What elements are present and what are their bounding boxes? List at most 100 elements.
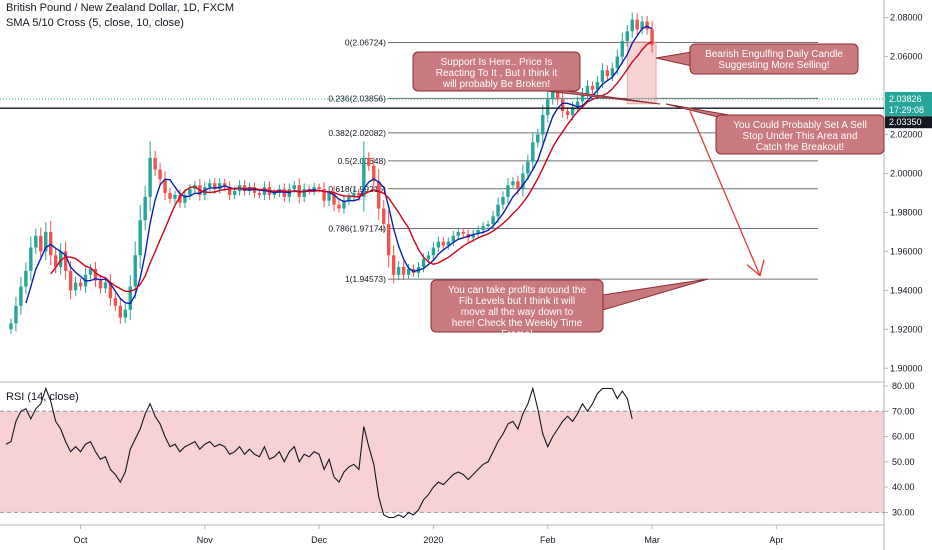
callout-text: Fib Levels but I think it will	[459, 296, 575, 307]
candle-body	[103, 282, 108, 289]
bearish-candle-highlight	[626, 41, 657, 105]
candle-body	[247, 187, 252, 191]
candle-body	[391, 255, 396, 275]
candle-body	[39, 235, 43, 252]
candle-body	[560, 99, 565, 112]
projection-arrow	[689, 110, 765, 277]
candle-body	[14, 305, 18, 324]
rsi-tick-label: 50.00	[892, 457, 915, 467]
symbol-title[interactable]: British Pound / New Zealand Dollar, 1D, …	[6, 2, 235, 14]
arrow-shaft	[689, 110, 761, 276]
fib-label: 0.618(1.99215)	[328, 184, 386, 194]
candle-body	[352, 192, 356, 197]
fib-levels: 0(2.06724) 0.236(2.03856) 0.382(2.02082) 0.…	[328, 37, 818, 284]
candle-body	[362, 157, 366, 197]
indicator-label[interactable]: SMA 5/10 Cross (5, close, 10, close)	[6, 17, 184, 29]
candles	[9, 12, 654, 334]
callout-text: You Could Probably Set A Sell	[733, 120, 867, 131]
candle-body	[406, 268, 411, 275]
candle-body	[158, 169, 162, 180]
rsi-label[interactable]: RSI (14, close)	[6, 391, 79, 403]
candle-body	[133, 255, 137, 287]
level-price-value: 2.03350	[889, 117, 922, 127]
callout-text: Catch the Breakout!	[756, 142, 844, 153]
price-tick-label: 1.90000	[890, 363, 923, 373]
candle-body	[501, 196, 505, 205]
candle-body	[615, 56, 620, 69]
candle-body	[421, 259, 426, 267]
candle-body	[541, 115, 545, 135]
candle-body	[113, 298, 118, 306]
candle-body	[367, 157, 371, 166]
candle-body	[183, 194, 187, 203]
price-tick-label: 1.96000	[890, 246, 923, 256]
callout-text: Bearish Engulfing Daily Candle	[705, 49, 843, 60]
candle-body	[93, 268, 98, 281]
time-tick-label: Mar	[644, 535, 660, 545]
candle-body	[516, 181, 520, 190]
candle-body	[461, 231, 465, 234]
candle-body	[173, 194, 177, 199]
candle-body	[218, 183, 222, 190]
candle-body	[143, 196, 147, 221]
candle-body	[153, 157, 157, 170]
price-tick-label: 2.08000	[890, 13, 923, 23]
candle-body	[546, 99, 550, 116]
current-price-badge	[885, 91, 932, 116]
candle-body	[272, 192, 277, 195]
candle-body	[327, 192, 331, 201]
callout-text: move all the way down to	[461, 307, 574, 318]
bar-countdown: 17:29:08	[889, 105, 924, 115]
candle-body	[208, 183, 212, 188]
callout-text: Reacting To It , But I think it	[436, 68, 558, 79]
callout-box	[412, 51, 581, 92]
time-tick-label: Nov	[197, 535, 214, 545]
rsi-tick-label: 40.00	[892, 482, 915, 492]
callout-text: Suggesting More Selling!	[718, 60, 829, 71]
time-axis: Oct Nov Dec 2020 Feb Mar Apr	[74, 525, 783, 545]
time-tick-label: Oct	[74, 535, 89, 545]
candle-body	[585, 85, 590, 94]
candle-body	[620, 41, 624, 57]
candle-body	[322, 189, 326, 201]
time-tick-label: Dec	[311, 535, 328, 545]
candle-body	[342, 200, 346, 209]
fib-label: 0(2.06724)	[345, 37, 386, 47]
candle-body	[426, 255, 431, 260]
candle-body	[19, 286, 23, 306]
price-tick-label: 1.92000	[890, 324, 923, 334]
candle-body	[521, 173, 525, 190]
candle-body	[163, 179, 167, 193]
candle-body	[471, 233, 475, 238]
candle-body	[312, 187, 316, 191]
candle-body	[531, 142, 535, 162]
time-tick-label: Feb	[540, 535, 556, 545]
current-price-value: 2.03826	[889, 94, 922, 104]
candle-body	[98, 280, 103, 289]
candle-body	[227, 187, 232, 195]
rsi-tick-label: 80.00	[892, 381, 915, 391]
candle-body	[526, 161, 530, 174]
candle-body	[88, 268, 93, 275]
callout-text: here! Check the Weekly Time	[452, 318, 583, 329]
candle-body	[595, 81, 600, 90]
grid	[0, 0, 885, 550]
candle-body	[108, 282, 113, 299]
candle-body	[78, 282, 83, 287]
candle-body	[123, 309, 127, 318]
candle-body	[580, 93, 585, 102]
candle-body	[382, 208, 386, 225]
rsi-tick-label: 60.00	[892, 432, 915, 442]
candle-body	[332, 192, 336, 205]
candle-body	[337, 204, 341, 209]
candle-body	[257, 192, 262, 195]
rsi-line	[5, 386, 633, 519]
candle-body	[506, 185, 510, 197]
callout-text: Frame!	[501, 329, 533, 340]
candle-body	[178, 194, 182, 203]
rsi-tick-label: 30.00	[892, 507, 915, 517]
candle-body	[357, 192, 361, 197]
